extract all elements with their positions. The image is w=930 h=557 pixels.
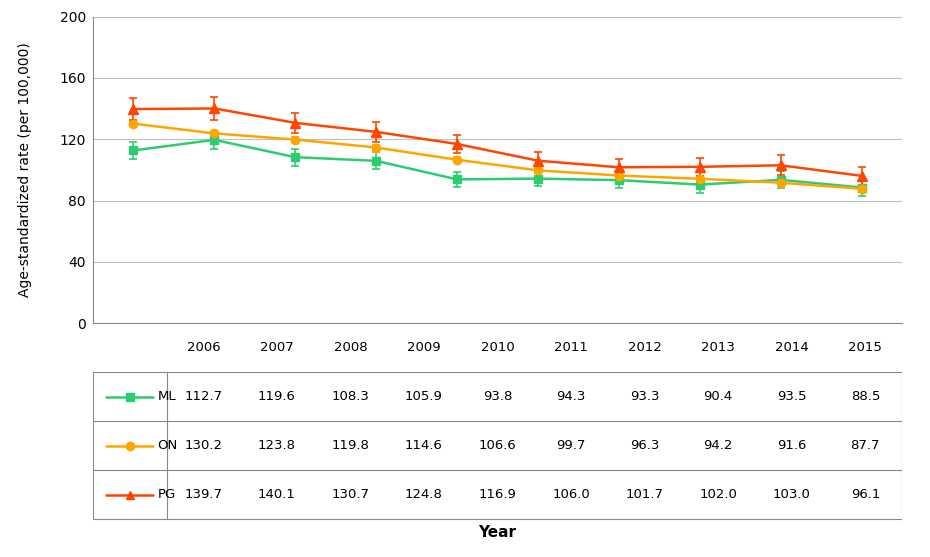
Text: 94.2: 94.2 [703, 439, 733, 452]
Text: 114.6: 114.6 [405, 439, 443, 452]
Text: 2010: 2010 [481, 341, 514, 354]
Text: 99.7: 99.7 [556, 439, 586, 452]
Text: 112.7: 112.7 [184, 390, 222, 403]
Text: 2011: 2011 [554, 341, 588, 354]
Text: 2007: 2007 [260, 341, 294, 354]
Text: 119.6: 119.6 [258, 390, 296, 403]
Text: 130.2: 130.2 [184, 439, 222, 452]
Text: 2013: 2013 [701, 341, 735, 354]
Text: 93.5: 93.5 [777, 390, 806, 403]
Text: 101.7: 101.7 [626, 488, 664, 501]
Text: 93.3: 93.3 [630, 390, 659, 403]
Text: 88.5: 88.5 [851, 390, 880, 403]
Text: 90.4: 90.4 [704, 390, 733, 403]
Text: 2015: 2015 [848, 341, 883, 354]
Text: 106.0: 106.0 [552, 488, 590, 501]
Text: 87.7: 87.7 [851, 439, 880, 452]
Text: 2012: 2012 [628, 341, 661, 354]
Text: PG: PG [157, 488, 176, 501]
Text: 103.0: 103.0 [773, 488, 811, 501]
Text: ON: ON [157, 439, 178, 452]
Text: 2014: 2014 [775, 341, 809, 354]
Text: 124.8: 124.8 [405, 488, 443, 501]
Text: 2008: 2008 [334, 341, 367, 354]
Text: 119.8: 119.8 [331, 439, 369, 452]
Text: ML: ML [157, 390, 176, 403]
Text: 130.7: 130.7 [331, 488, 369, 501]
Text: 139.7: 139.7 [184, 488, 222, 501]
Text: 116.9: 116.9 [479, 488, 516, 501]
Text: 94.3: 94.3 [556, 390, 586, 403]
FancyBboxPatch shape [93, 372, 902, 519]
Text: 108.3: 108.3 [331, 390, 369, 403]
Text: 123.8: 123.8 [258, 439, 296, 452]
Text: 2009: 2009 [407, 341, 441, 354]
Text: 106.6: 106.6 [479, 439, 516, 452]
Text: 96.1: 96.1 [851, 488, 880, 501]
Text: 105.9: 105.9 [405, 390, 443, 403]
Y-axis label: Age-standardized rate (per 100,000): Age-standardized rate (per 100,000) [19, 42, 33, 297]
Text: 93.8: 93.8 [483, 390, 512, 403]
Text: 102.0: 102.0 [699, 488, 737, 501]
Text: Year: Year [479, 525, 516, 540]
Text: 91.6: 91.6 [777, 439, 806, 452]
Text: 2006: 2006 [187, 341, 220, 354]
Text: 140.1: 140.1 [258, 488, 296, 501]
Text: 96.3: 96.3 [630, 439, 659, 452]
